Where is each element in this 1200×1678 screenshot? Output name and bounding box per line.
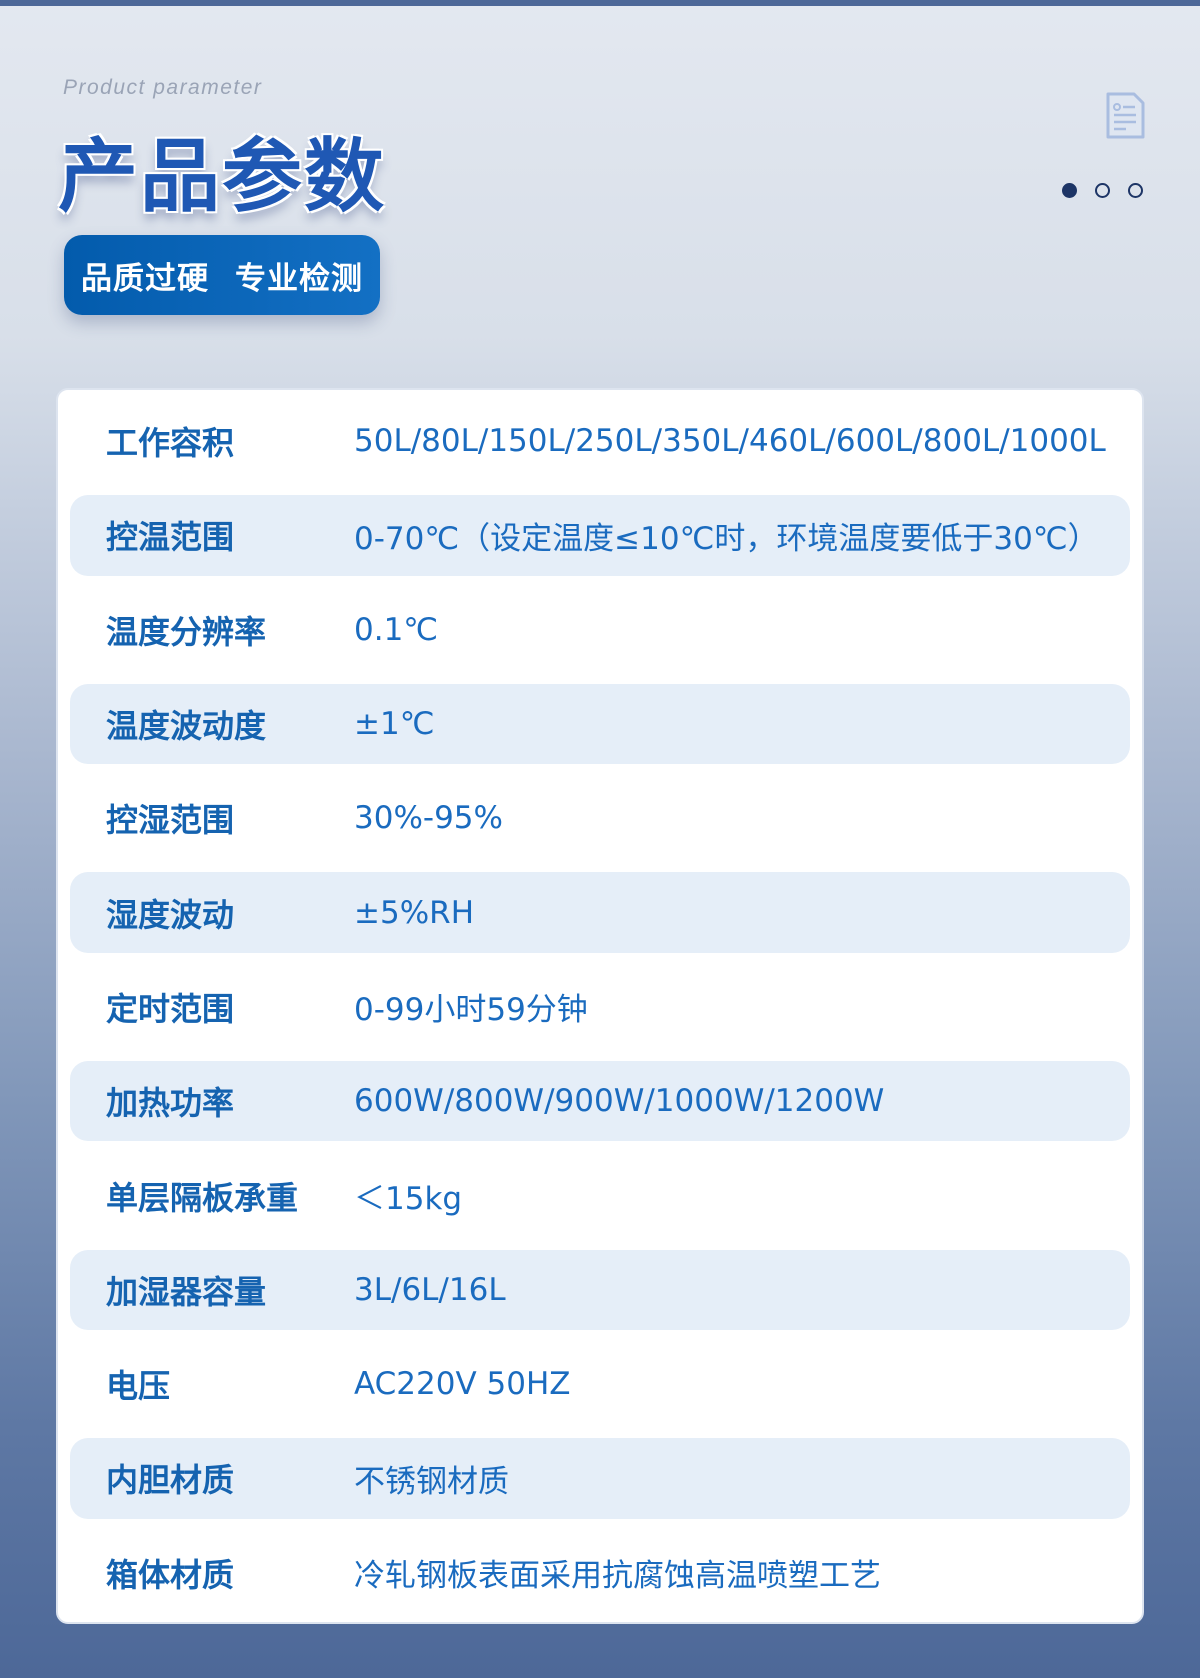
param-value: 冷轧钢板表面采用抗腐蚀高温喷塑工艺 [354,1558,881,1595]
param-label: 电压 [106,1367,171,1406]
param-value: 30%-95% [354,800,503,837]
param-value: 3L/6L/16L [354,1271,506,1308]
table-row: 箱体材质 冷轧钢板表面采用抗腐蚀高温喷塑工艺 [58,1526,1142,1620]
param-label: 内胆材质 [106,1461,235,1500]
param-label: 温度波动度 [106,707,267,746]
badge-text: 品质过硬 [81,260,209,297]
param-value: 0.1℃ [354,611,439,648]
param-value: 0-99小时59分钟 [354,992,588,1029]
quality-badge: 品质过硬 专业检测 [64,235,380,315]
param-label: 单层隔板承重 [106,1178,299,1217]
table-row: 内胆材质 不锈钢材质 [58,1431,1142,1525]
param-value: AC220V 50HZ [354,1366,571,1403]
subtitle: Product parameter [63,76,263,99]
table-row: 工作容积 50L/80L/150L/250L/350L/460L/600L/800… [58,394,1142,488]
param-label: 温度分辨率 [106,612,267,651]
param-value: ＜15kg [354,1181,463,1218]
table-row: 定时范围 0-99小时59分钟 [58,960,1142,1054]
table-row: 温度波动度 ±1℃ [58,677,1142,771]
param-label: 湿度波动 [106,895,235,934]
pager-dot[interactable] [1095,183,1110,198]
pager-dots [1062,183,1143,198]
param-label: 加湿器容量 [106,1272,267,1311]
table-row: 控湿范围 30%-95% [58,771,1142,865]
table-row: 控温范围 0-70℃（设定温度≤10℃时，环境温度要低于30℃） [58,488,1142,582]
param-value: ±1℃ [354,706,435,743]
pager-dot[interactable] [1128,183,1143,198]
top-bar [0,0,1200,6]
table-row: 加热功率 600W/800W/900W/1000W/1200W [58,1054,1142,1148]
param-label: 控温范围 [106,518,235,557]
param-label: 控湿范围 [106,801,235,840]
table-row: 加湿器容量 3L/6L/16L [58,1243,1142,1337]
page-title: 产品参数 [58,130,386,223]
table-row: 电压 AC220V 50HZ [58,1337,1142,1431]
parameter-table: 工作容积 50L/80L/150L/250L/350L/460L/600L/800… [56,388,1144,1624]
param-label: 加热功率 [106,1084,235,1123]
param-value: 0-70℃（设定温度≤10℃时，环境温度要低于30℃） [354,520,1099,557]
table-row: 单层隔板承重 ＜15kg [58,1148,1142,1242]
param-label: 箱体材质 [106,1555,235,1594]
badge-text: 专业检测 [235,260,363,297]
param-label: 定时范围 [106,989,235,1028]
param-label: 工作容积 [106,424,235,463]
param-value: 不锈钢材质 [354,1463,509,1500]
param-value: 50L/80L/150L/250L/350L/460L/600L/800L/10… [354,423,1106,460]
pager-dot[interactable] [1062,183,1077,198]
document-icon [1106,92,1145,139]
param-value: ±5%RH [354,894,475,931]
table-row: 温度分辨率 0.1℃ [58,583,1142,677]
table-row: 湿度波动 ±5%RH [58,865,1142,959]
param-value: 600W/800W/900W/1000W/1200W [354,1083,885,1120]
